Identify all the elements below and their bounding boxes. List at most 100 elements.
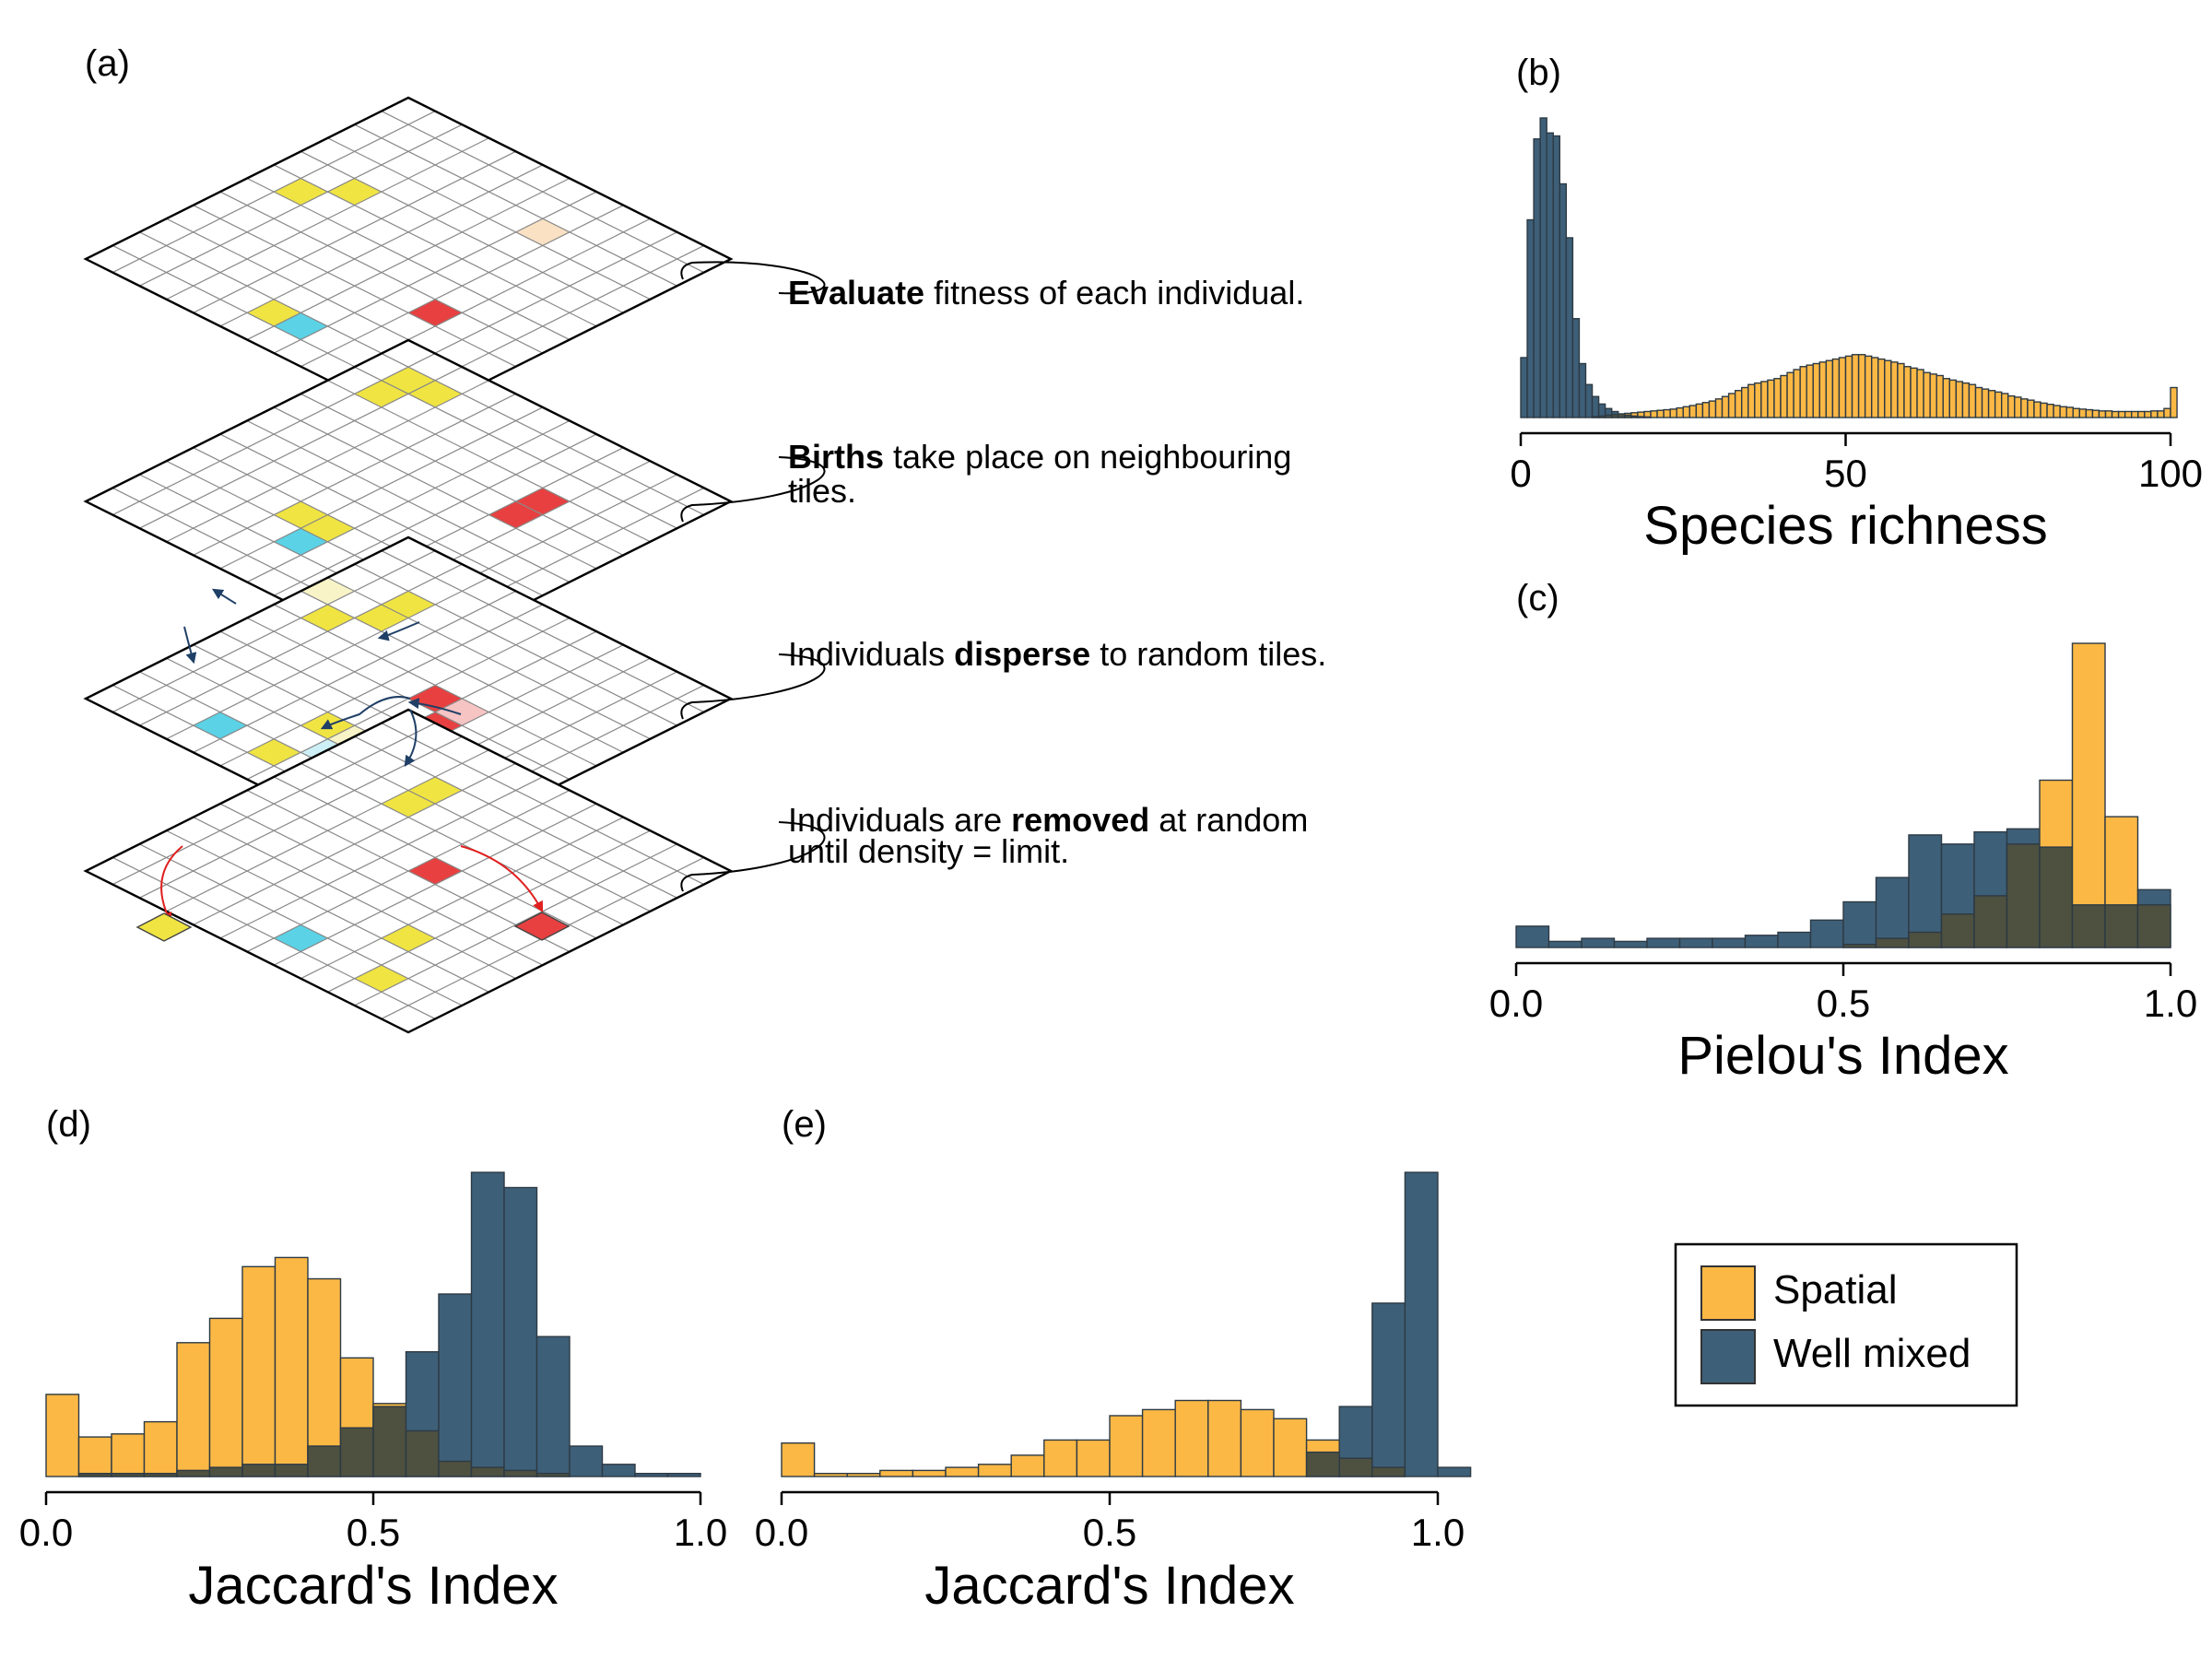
bar-overlap [1610, 414, 1619, 418]
bar-well-mixed [634, 1472, 669, 1477]
legend: Spatial Well mixed [1674, 1242, 2018, 1407]
removed-tile-yellow [135, 912, 193, 942]
bar-spatial [1141, 1408, 1176, 1477]
bar-spatial [781, 1441, 816, 1477]
bar-spatial [2091, 409, 2100, 418]
x-tick-label: 100 [2138, 452, 2203, 495]
lattice-tile-yellow [381, 924, 436, 952]
bar-overlap [2104, 904, 2139, 948]
bar-spatial [1734, 390, 1743, 418]
bar-spatial [1754, 382, 1762, 418]
bar-spatial [208, 1317, 243, 1477]
bar-overlap [2006, 843, 2041, 948]
bar-well-mixed [1678, 937, 1713, 948]
bar-well-mixed [1578, 362, 1587, 418]
bar-well-mixed [503, 1186, 538, 1477]
bar-spatial [1043, 1439, 1078, 1477]
bar-well-mixed [1712, 937, 1747, 948]
bar-overlap [1643, 416, 1652, 418]
bar-overlap [143, 1472, 178, 1477]
bar-well-mixed [1547, 940, 1583, 948]
x-tick-label: 0.5 [347, 1511, 400, 1554]
bar-spatial [1780, 374, 1788, 418]
bar-spatial [2000, 393, 2009, 418]
bar-well-mixed [1581, 937, 1616, 948]
bar-spatial [2065, 406, 2074, 418]
panel-a-label: (a) [85, 43, 130, 84]
bar-spatial [1240, 1408, 1275, 1477]
bar-well-mixed [1875, 877, 1910, 948]
bar-well-mixed [1809, 919, 1844, 948]
bar-spatial [1767, 379, 1775, 418]
legend-label-spatial: Spatial [1773, 1267, 1898, 1312]
bar-spatial [1857, 354, 1866, 418]
bar-spatial [307, 1277, 342, 1477]
bar-well-mixed [1533, 138, 1541, 418]
bar-spatial [1669, 408, 1677, 418]
bar-well-mixed [1744, 935, 1779, 948]
bar-overlap [2039, 846, 2074, 948]
bar-well-mixed [535, 1335, 571, 1477]
bar-spatial [1273, 1418, 1308, 1477]
grid-line [112, 856, 436, 1019]
connector-curve [680, 653, 826, 720]
bar-spatial [1923, 371, 1931, 418]
x-tick-label: 1.0 [1411, 1511, 1465, 1554]
grid-line [354, 843, 677, 1006]
chart-jaccard-index-d: (d) 0.0 0.5 1.0 Jaccard's Index [19, 1104, 727, 1616]
legend-swatch-well-mixed [1700, 1329, 1756, 1384]
bar-spatial [45, 1394, 80, 1477]
bar-spatial [1987, 390, 1996, 418]
bar-spatial [2007, 394, 2016, 418]
bar-spatial [2124, 410, 2133, 418]
panel-c-label: (c) [1516, 578, 1559, 618]
bar-well-mixed [1842, 900, 1877, 948]
bar-well-mixed [1584, 383, 1594, 418]
bar-spatial [1955, 381, 1964, 418]
bar-overlap [1624, 414, 1632, 418]
bar-spatial [1806, 364, 1814, 418]
bar-spatial [945, 1466, 980, 1477]
bar-spatial [1961, 382, 1971, 418]
bars-d [45, 1171, 701, 1477]
bar-spatial [2144, 410, 2152, 418]
lattice-tile-cyan [274, 924, 328, 952]
bar-spatial [1831, 358, 1841, 418]
bar-spatial [846, 1472, 881, 1477]
x-axis-label-e: Jaccard's Index [924, 1556, 1294, 1616]
bar-well-mixed [1613, 940, 1648, 948]
bar-well-mixed [1591, 395, 1600, 418]
dispersal-arrow [377, 621, 420, 641]
bar-overlap [77, 1472, 112, 1477]
connector-curve [680, 821, 826, 892]
bar-spatial [2150, 410, 2159, 418]
bar-spatial [1207, 1399, 1242, 1477]
bar-overlap [1637, 416, 1645, 418]
x-tick-label: 0.0 [1489, 982, 1543, 1025]
bar-spatial [1884, 359, 1892, 418]
bar-spatial [1760, 381, 1769, 418]
bar-spatial [1010, 1454, 1045, 1477]
bar-spatial [2078, 408, 2088, 418]
bar-spatial [1838, 357, 1847, 418]
bar-spatial [2072, 407, 2081, 418]
bar-spatial [1799, 366, 1807, 418]
bar-spatial [1109, 1415, 1144, 1477]
bar-overlap [1908, 931, 1943, 948]
bar-spatial [1825, 359, 1834, 418]
connector-curve [680, 456, 826, 523]
dispersal-arrow [183, 626, 197, 665]
panel-a-schematic: (a) Evaluate fitness of each individual.… [83, 43, 1326, 1034]
bar-overlap [470, 1466, 505, 1477]
bar-overlap [372, 1406, 407, 1477]
bar-spatial [1910, 367, 1918, 418]
x-axis-label-d: Jaccard's Index [188, 1556, 558, 1616]
bar-spatial [2104, 410, 2113, 418]
bar-spatial [1864, 355, 1873, 418]
bar-spatial [1663, 408, 1671, 418]
bar-spatial [2033, 401, 2041, 418]
step-disperse-text: Individuals disperse to random tiles. [788, 635, 1326, 673]
chart-jaccard-index-e: (e) 0.0 0.5 1.0 Jaccard's Index [755, 1104, 1472, 1616]
dispersal-arrow [211, 588, 237, 605]
